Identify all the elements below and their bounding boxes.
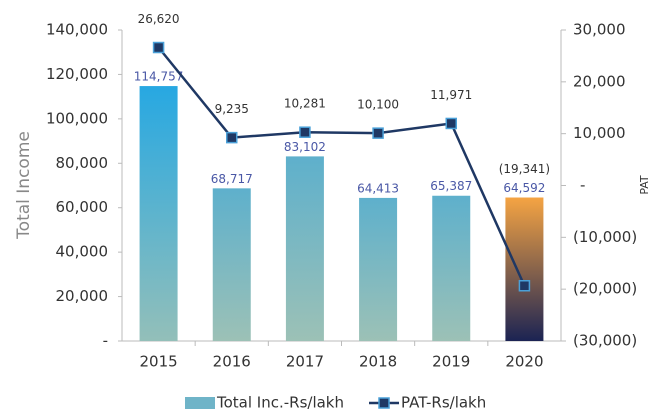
y-tick-label: 60,000 [56, 198, 109, 216]
bar-value-label: 114,757 [134, 70, 184, 84]
y2-tick-label: (20,000) [573, 280, 637, 298]
bar-value-label: 83,102 [284, 140, 326, 154]
bar [139, 86, 178, 341]
y2-tick-label: 30,000 [573, 21, 626, 39]
marker [299, 126, 311, 138]
y2-axis-title: PAT [638, 175, 651, 195]
y-tick-label: 140,000 [46, 21, 108, 39]
marker [226, 131, 238, 144]
y2-tick-label: 10,000 [573, 124, 626, 142]
y-tick-label: 80,000 [56, 154, 109, 172]
y2-tick-label: (10,000) [573, 228, 637, 246]
x-tick-label: 2015 [139, 353, 177, 371]
line-value-label: 9,235 [215, 102, 249, 116]
y-tick-label: - [103, 332, 108, 350]
y-tick-label: 120,000 [46, 65, 108, 83]
x-tick-label: 2019 [432, 353, 470, 371]
x-tick-label: 2016 [213, 353, 251, 371]
legend-label: Total Inc.-Rs/lakh [216, 394, 344, 412]
y-axis-title: Total Income [14, 131, 34, 240]
y2-tick-label: - [580, 176, 585, 194]
y-tick-label: 20,000 [56, 287, 109, 305]
x-tick-label: 2017 [286, 353, 324, 371]
bar [285, 156, 324, 341]
x-tick-label: 2020 [505, 353, 543, 371]
line [157, 46, 526, 287]
marker [445, 117, 457, 130]
line-value-label: 11,971 [430, 88, 472, 102]
y2-tick-label: (30,000) [573, 332, 637, 350]
bar [505, 197, 544, 341]
line-value-label: (19,341) [499, 162, 550, 176]
y2-tick-label: 20,000 [573, 72, 626, 90]
legend-label: PAT-Rs/lakh [401, 394, 486, 412]
line-value-label: 10,100 [357, 98, 399, 112]
legend-marker [378, 397, 390, 409]
bar [212, 188, 251, 341]
bar-value-label: 64,413 [357, 181, 399, 195]
marker [518, 280, 531, 292]
marker [152, 41, 165, 54]
bar-value-label: 65,387 [430, 179, 472, 193]
marker [372, 127, 384, 139]
line-value-label: 26,620 [138, 12, 180, 26]
bar-value-label: 64,592 [503, 181, 545, 195]
y-tick-label: 40,000 [56, 243, 109, 261]
bar [432, 195, 471, 341]
bar [359, 197, 398, 341]
line-value-label: 10,281 [284, 97, 326, 111]
x-tick-label: 2018 [359, 353, 397, 371]
y-tick-label: 100,000 [46, 109, 108, 127]
bar-value-label: 68,717 [211, 172, 253, 186]
legend-swatch [185, 397, 215, 409]
